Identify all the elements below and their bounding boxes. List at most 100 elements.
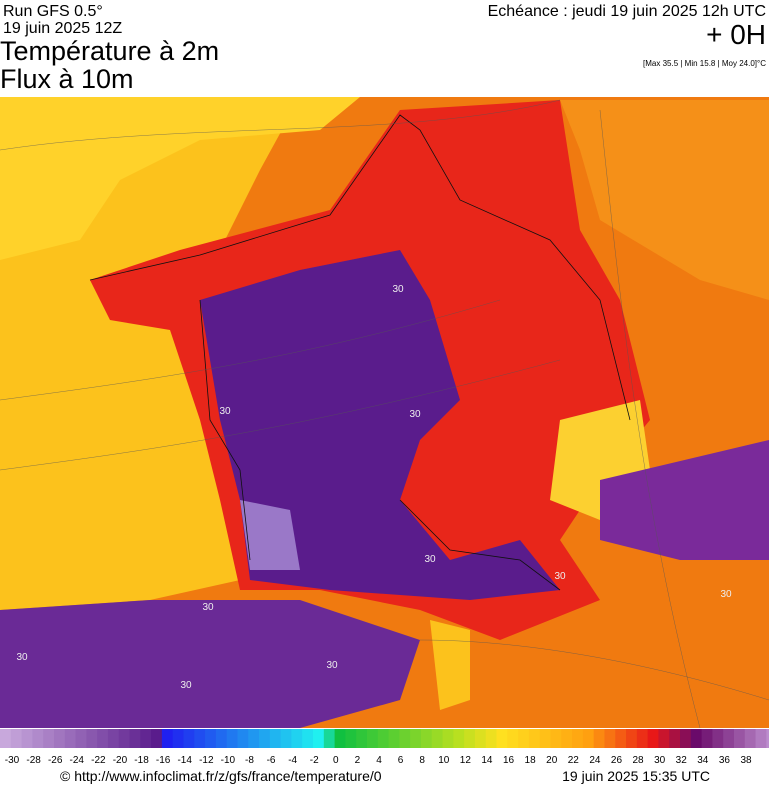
run-date: 19 juin 2025 12Z (3, 20, 122, 37)
contour-label: 30 (409, 409, 421, 420)
colorbar-cell (464, 729, 476, 748)
colorbar-cell (615, 729, 627, 748)
colorbar-cell (118, 729, 131, 748)
colorbar-cell (334, 729, 346, 748)
colorbar-cell (75, 729, 87, 748)
colorbar-label: -8 (245, 755, 254, 766)
colorbar-cell (64, 729, 77, 748)
landes (240, 500, 300, 570)
colorbar-label: 32 (676, 755, 688, 766)
colorbar-cell (21, 729, 33, 748)
colorbar-cell (280, 729, 292, 748)
colorbar-label: 16 (503, 755, 515, 766)
colorbar-label: 24 (589, 755, 601, 766)
colorbar-cell (582, 729, 595, 748)
hot-south (0, 600, 420, 728)
colorbar-label: 20 (546, 755, 558, 766)
colorbar-label: -6 (267, 755, 276, 766)
colorbar-cell (302, 729, 314, 748)
colorbar-label: 10 (438, 755, 450, 766)
colorbar-label: -24 (70, 755, 85, 766)
colorbar-cell (172, 729, 184, 748)
colorbar-cell (431, 729, 444, 748)
colorbar-label: 8 (419, 755, 425, 766)
east (560, 100, 769, 300)
colorbar-cell (356, 729, 368, 748)
run: Run GFS 0.5° (3, 3, 103, 20)
colorbar-cell (140, 729, 152, 748)
colorbar-cell (669, 729, 681, 748)
colorbar-cell (723, 729, 735, 748)
colorbar-cell (734, 729, 746, 748)
colorbar-cell (86, 729, 98, 748)
colorbar: -30 -28 -26 -24 -22 -20 -18 -16 -14 -12 -10 -8 -6 -4-… (0, 729, 769, 766)
colorbar-cell (388, 729, 400, 748)
colorbar-cell (593, 729, 605, 748)
channel (0, 97, 360, 260)
contour-label: 30 (202, 602, 214, 613)
colorbar-label: -28 (26, 755, 41, 766)
sea-cool (430, 620, 470, 710)
colorbar-cell (528, 729, 541, 748)
colorbar-cell (161, 729, 174, 748)
offset: + 0H (706, 19, 766, 50)
colorbar-label: 4 (376, 755, 382, 766)
contour-label: 30 (392, 284, 404, 295)
contour-label: 30 (180, 680, 192, 691)
colorbar-label: -10 (221, 755, 236, 766)
contour-label: 30 (326, 660, 338, 671)
colorbar-label: 28 (632, 755, 644, 766)
colorbar-label: 30 (654, 755, 666, 766)
colorbar-cell (215, 729, 228, 748)
colorbar-label: -18 (134, 755, 149, 766)
contour-label: 30 (554, 571, 566, 582)
colorbar-label: -16 (156, 755, 171, 766)
colorbar-label: -30 (5, 755, 20, 766)
colorbar-label: 12 (460, 755, 472, 766)
colorbar-cell (766, 729, 769, 748)
colorbar-cell (237, 729, 249, 748)
colorbar-cell (712, 729, 724, 748)
colorbar-cell (701, 729, 713, 748)
colorbar-cell (151, 729, 163, 748)
colorbar-cell (636, 729, 649, 748)
colorbar-cell (32, 729, 44, 748)
colorbar-label: 6 (398, 755, 404, 766)
colorbar-label: 14 (481, 755, 493, 766)
colorbar-cell (518, 729, 530, 748)
colorbar-cell (205, 729, 217, 748)
title: Température à 2m (0, 36, 219, 66)
generated: 19 juin 2025 15:35 UTC (562, 768, 710, 784)
colorbar-cell (269, 729, 282, 748)
colorbar-cell (399, 729, 411, 748)
colorbar-label: 34 (697, 755, 709, 766)
coastline (89, 114, 631, 591)
colorbar-label: 26 (611, 755, 623, 766)
colorbar-cell (474, 729, 487, 748)
flux-lines (0, 99, 769, 729)
colorbar-cell (604, 729, 616, 748)
colorbar-cell (291, 729, 303, 748)
colorbar-cell (755, 729, 767, 748)
colorbar-cell (194, 729, 206, 748)
colorbar-cell (442, 729, 454, 748)
colorbar-label: -22 (91, 755, 106, 766)
colorbar-cell (323, 729, 336, 748)
colorbar-label: 18 (525, 755, 537, 766)
contour-label: 30 (424, 554, 436, 565)
colorbar-cell (0, 729, 12, 748)
map (0, 97, 769, 729)
colorbar-cell (507, 729, 519, 748)
colorbar-cell (53, 729, 66, 748)
colorbar-label: 22 (568, 755, 580, 766)
colorbar-cell (680, 729, 692, 748)
colorbar-cell (248, 729, 260, 748)
colorbar-label: 36 (719, 755, 731, 766)
colorbar-label: -12 (199, 755, 214, 766)
colorbar-cell (626, 729, 638, 748)
colorbar-cell (410, 729, 422, 748)
colorbar-cell (658, 729, 670, 748)
colorbar-label: -2 (310, 755, 319, 766)
